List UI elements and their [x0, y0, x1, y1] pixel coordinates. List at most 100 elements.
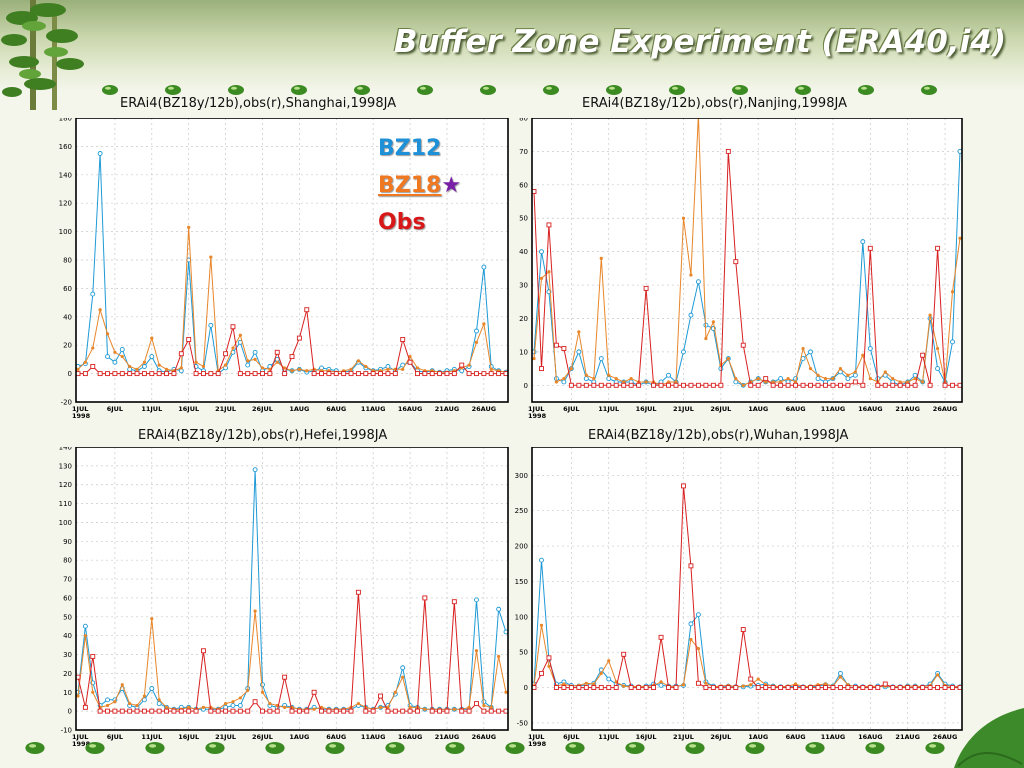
- data-point-obs: [785, 685, 791, 691]
- data-point-obs: [927, 685, 933, 691]
- data-point-obs: [156, 708, 162, 714]
- data-point-obs: [385, 371, 391, 377]
- y-tick-label: 90: [63, 538, 72, 546]
- data-point-obs: [568, 685, 574, 691]
- data-point-bz18: [283, 705, 287, 709]
- data-point-bz18: [704, 336, 708, 341]
- x-tick-label: 21JUL: [673, 405, 694, 413]
- data-point-obs: [378, 693, 384, 699]
- data-point-obs: [845, 685, 851, 691]
- data-point-bz12: [695, 612, 701, 618]
- data-point-bz18: [554, 380, 559, 384]
- y-tick-label: 20: [63, 670, 72, 678]
- data-point-obs: [539, 366, 544, 372]
- data-point-bz12: [481, 264, 487, 270]
- data-point-obs: [890, 685, 896, 691]
- x-tick-label: 16AUG: [858, 405, 883, 413]
- y-tick-label: 0: [68, 370, 72, 378]
- plot-frame: [75, 118, 509, 403]
- data-point-bz18: [268, 701, 272, 706]
- green-bead-icon: [85, 742, 105, 754]
- data-point-obs: [127, 371, 133, 377]
- plot-area: [532, 118, 962, 402]
- data-point-bz18: [246, 688, 250, 692]
- data-point-bz12: [576, 349, 582, 355]
- data-point-bz18: [607, 373, 611, 377]
- data-point-obs: [481, 371, 487, 377]
- data-point-bz12: [119, 347, 125, 352]
- data-point-bz18: [91, 690, 95, 694]
- data-point-bz18: [958, 236, 962, 240]
- data-point-obs: [673, 382, 679, 388]
- data-point-obs: [688, 563, 694, 569]
- data-point-obs: [149, 708, 155, 714]
- data-point-obs: [710, 382, 716, 388]
- data-point-bz18: [120, 354, 124, 359]
- x-tick-label: 6AUG: [786, 405, 806, 413]
- data-point-obs: [141, 371, 147, 377]
- data-point-obs: [576, 382, 582, 388]
- data-point-bz18: [779, 380, 783, 384]
- data-point-obs: [127, 708, 133, 714]
- data-point-obs: [164, 371, 170, 377]
- data-point-bz18: [764, 380, 768, 384]
- x-tick-label: 1AUG: [289, 405, 309, 413]
- data-point-bz18: [482, 703, 486, 708]
- data-point-obs: [778, 685, 784, 691]
- data-point-bz18: [260, 690, 265, 694]
- x-tick-label: 26JUL: [710, 405, 731, 413]
- data-point-obs: [651, 382, 657, 388]
- data-point-obs: [200, 648, 206, 654]
- data-point-bz18: [356, 701, 361, 706]
- data-point-bz12: [105, 354, 110, 360]
- x-tick-label: 1JUL 1998: [528, 405, 547, 420]
- data-point-bz18: [128, 364, 132, 369]
- data-point-bz18: [577, 330, 581, 334]
- data-point-obs: [215, 708, 221, 714]
- data-point-bz18: [823, 377, 828, 381]
- data-point-bz18: [689, 637, 693, 642]
- data-point-obs: [90, 653, 96, 659]
- data-point-obs: [414, 371, 420, 377]
- data-point-obs: [274, 349, 280, 355]
- y-tick-label: -10: [61, 727, 72, 735]
- data-point-obs: [882, 382, 888, 388]
- data-point-obs: [561, 685, 567, 691]
- green-bead-icon: [205, 742, 225, 754]
- data-point-bz18: [741, 383, 745, 387]
- data-point-bz12: [935, 366, 941, 372]
- data-point-bz18: [906, 380, 910, 384]
- x-tick-label: 1JUL 1998: [72, 405, 91, 420]
- data-point-obs: [164, 708, 170, 714]
- green-bead-icon: [805, 742, 825, 754]
- data-point-bz18: [607, 659, 611, 663]
- data-point-bz12: [252, 467, 258, 473]
- data-point-obs: [837, 685, 843, 691]
- data-point-obs: [496, 371, 502, 377]
- data-point-obs: [252, 371, 258, 377]
- data-point-obs: [613, 685, 619, 691]
- data-point-bz18: [128, 701, 132, 706]
- data-point-obs: [793, 685, 799, 691]
- data-point-bz18: [194, 360, 198, 364]
- green-bead-icon: [625, 742, 645, 754]
- data-point-obs: [852, 685, 858, 691]
- data-point-obs: [583, 685, 589, 691]
- data-point-obs: [636, 685, 642, 691]
- data-point-obs: [658, 382, 664, 388]
- data-point-obs: [808, 685, 813, 691]
- data-point-bz18: [539, 276, 544, 280]
- data-point-obs: [643, 285, 649, 291]
- data-point-obs: [621, 382, 627, 388]
- data-point-obs: [178, 351, 184, 357]
- data-point-bz18: [614, 377, 618, 381]
- data-point-obs: [770, 685, 776, 691]
- data-point-bz18: [696, 647, 701, 651]
- x-tick-label: 6JUL: [107, 405, 123, 413]
- data-point-obs: [451, 599, 457, 605]
- data-point-obs: [119, 708, 125, 714]
- data-point-bz18: [253, 609, 257, 613]
- y-tick-label: -20: [61, 399, 72, 407]
- data-point-bz12: [688, 312, 694, 318]
- data-point-obs: [171, 708, 177, 714]
